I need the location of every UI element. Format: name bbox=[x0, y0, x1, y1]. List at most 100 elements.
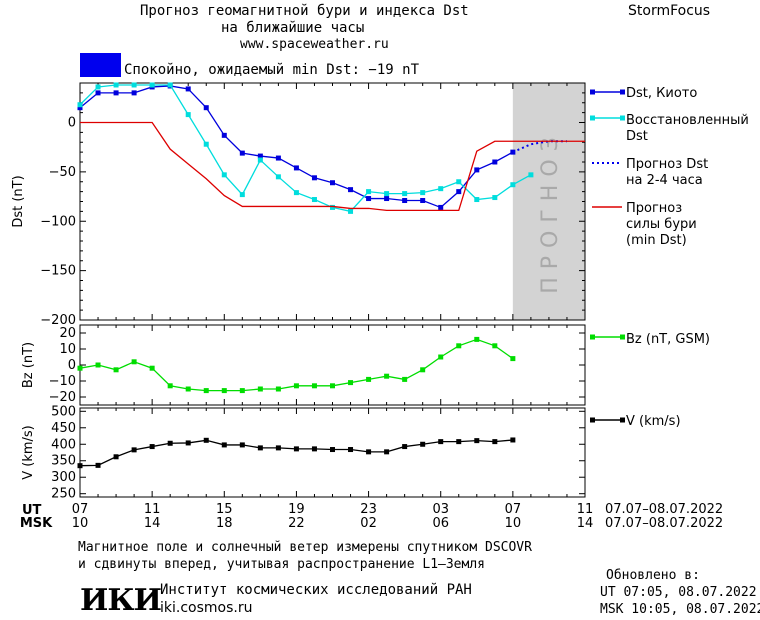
data-point bbox=[438, 439, 444, 445]
data-point bbox=[239, 192, 245, 198]
data-point bbox=[95, 362, 101, 368]
legend-label: Dst bbox=[626, 129, 648, 144]
data-point bbox=[185, 440, 191, 446]
data-point bbox=[474, 336, 480, 342]
data-point bbox=[348, 187, 354, 193]
msk-date-range: 07.07–08.07.2022 bbox=[605, 516, 723, 531]
msk-tick-label: 22 bbox=[288, 516, 305, 531]
y-tick-label: 0 bbox=[68, 358, 76, 373]
data-point bbox=[131, 359, 137, 365]
ut-date-range: 07.07–08.07.2022 bbox=[605, 502, 723, 517]
legend-marker bbox=[590, 89, 595, 95]
data-point bbox=[239, 442, 245, 448]
y-tick-label: 500 bbox=[51, 404, 76, 419]
panel-frame-v bbox=[79, 407, 586, 498]
data-point bbox=[131, 82, 137, 88]
data-point bbox=[456, 439, 462, 445]
data-point bbox=[330, 180, 335, 186]
data-point bbox=[221, 172, 227, 178]
data-point bbox=[77, 102, 83, 108]
series-line-v-0 bbox=[80, 439, 513, 467]
data-point bbox=[293, 165, 299, 171]
data-point bbox=[402, 191, 408, 197]
msk-axis-label: MSK bbox=[20, 516, 53, 531]
data-point bbox=[330, 204, 335, 210]
data-point bbox=[420, 198, 426, 204]
legend-label: Прогноз Dst bbox=[626, 157, 708, 172]
title-line-2: на ближайшие часы bbox=[221, 20, 365, 36]
institute-site[interactable]: iki.cosmos.ru bbox=[160, 600, 253, 616]
brand-name: StormFocus bbox=[628, 3, 711, 19]
data-point bbox=[438, 186, 444, 192]
data-point bbox=[456, 343, 462, 349]
y-tick-label: 0 bbox=[68, 116, 76, 131]
ut-tick-label: 11 bbox=[144, 502, 161, 517]
data-point bbox=[384, 449, 390, 455]
data-point bbox=[402, 376, 408, 382]
data-point bbox=[438, 354, 444, 360]
data-point bbox=[167, 383, 173, 389]
y-tick-label: −150 bbox=[40, 264, 76, 279]
data-point bbox=[77, 463, 83, 469]
data-point bbox=[167, 82, 173, 88]
data-point bbox=[275, 174, 281, 180]
data-point bbox=[311, 446, 317, 452]
data-point bbox=[113, 454, 119, 460]
msk-tick-label: 18 bbox=[216, 516, 233, 531]
legend-marker bbox=[620, 89, 625, 95]
data-point bbox=[420, 190, 426, 196]
data-point bbox=[113, 90, 119, 96]
data-point bbox=[95, 462, 101, 468]
data-point bbox=[456, 189, 462, 195]
data-point bbox=[330, 447, 335, 453]
data-point bbox=[366, 189, 372, 195]
ut-axis-label: UT bbox=[22, 503, 42, 518]
data-point bbox=[438, 204, 444, 210]
msk-tick-label: 02 bbox=[360, 516, 377, 531]
data-point bbox=[474, 438, 480, 444]
series-line-dst-3 bbox=[80, 121, 585, 212]
data-point bbox=[185, 386, 191, 392]
data-point bbox=[311, 197, 317, 203]
data-point bbox=[221, 442, 227, 448]
ut-tick-label: 19 bbox=[288, 502, 305, 517]
panel-frame-bz bbox=[79, 324, 586, 406]
data-point bbox=[293, 383, 299, 389]
data-point bbox=[293, 190, 299, 196]
data-point bbox=[203, 141, 209, 147]
data-point bbox=[474, 167, 480, 173]
data-point bbox=[131, 90, 137, 96]
data-point bbox=[311, 383, 317, 389]
y-tick-label: 450 bbox=[51, 421, 76, 436]
data-point bbox=[311, 175, 317, 181]
site-url[interactable]: www.spaceweather.ru bbox=[240, 37, 389, 52]
data-point bbox=[203, 105, 209, 111]
y-axis-label: Dst (nT) bbox=[11, 175, 26, 227]
data-point bbox=[402, 444, 408, 450]
data-point bbox=[528, 172, 534, 178]
data-point bbox=[221, 132, 227, 138]
legend-marker bbox=[620, 334, 625, 340]
data-point bbox=[366, 196, 372, 202]
y-tick-label: 350 bbox=[51, 454, 76, 469]
legend-label: Dst, Киото bbox=[626, 86, 697, 101]
y-tick-label: −100 bbox=[40, 214, 76, 229]
footer-line-1: Магнитное поле и солнечный ветер измерен… bbox=[78, 540, 532, 555]
data-point bbox=[275, 155, 281, 161]
y-tick-label: −20 bbox=[49, 390, 76, 405]
legend-marker bbox=[590, 115, 595, 121]
forecast-band bbox=[512, 83, 585, 320]
data-point bbox=[185, 86, 191, 92]
ut-tick-label: 23 bbox=[360, 502, 377, 517]
y-tick-label: −200 bbox=[40, 313, 76, 328]
data-point bbox=[330, 383, 335, 389]
updated-label: Обновлено в: bbox=[606, 568, 700, 583]
series-line-bz-0 bbox=[80, 338, 514, 392]
data-point bbox=[420, 367, 426, 373]
data-point bbox=[510, 182, 516, 188]
y-tick-label: 250 bbox=[51, 487, 76, 502]
iki-logo: ИКИ bbox=[80, 583, 162, 618]
data-point bbox=[293, 446, 299, 452]
data-point bbox=[510, 437, 516, 443]
y-tick-label: −50 bbox=[49, 165, 76, 180]
